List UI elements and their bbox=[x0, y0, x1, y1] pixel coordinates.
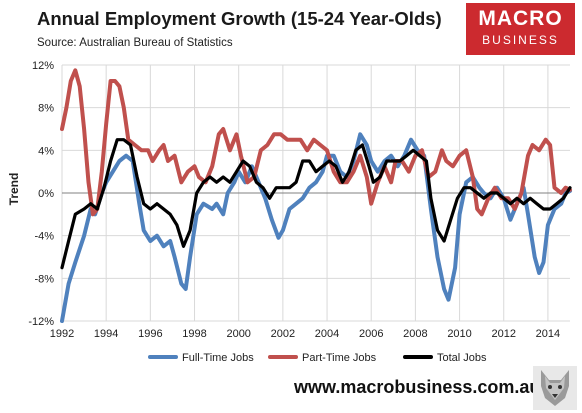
logo-line-2: BUSINESS bbox=[482, 33, 559, 47]
chart-title: Annual Employment Growth (15-24 Year-Old… bbox=[37, 8, 442, 29]
y-tick-label: -4% bbox=[34, 231, 54, 243]
series-line-total-jobs bbox=[60, 138, 572, 270]
x-tick-label: 2012 bbox=[491, 328, 515, 340]
legend-label: Full-Time Jobs bbox=[182, 352, 254, 364]
x-tick-label: 2008 bbox=[403, 328, 427, 340]
x-tick-label: 1994 bbox=[94, 328, 118, 340]
website-url: www.macrobusiness.com.au bbox=[294, 377, 541, 397]
x-tick-label: 2010 bbox=[447, 328, 471, 340]
x-tick-label: 2004 bbox=[315, 328, 339, 340]
y-axis-label: Trend bbox=[7, 172, 21, 206]
y-tick-label: 4% bbox=[38, 145, 54, 157]
macro-business-logo: MACRO BUSINESS bbox=[466, 3, 575, 55]
x-tick-label: 1998 bbox=[182, 328, 206, 340]
legend-label: Total Jobs bbox=[437, 352, 487, 364]
legend-label: Part-Time Jobs bbox=[302, 352, 377, 364]
wolf-icon bbox=[533, 366, 577, 410]
x-tick-label: 2014 bbox=[536, 328, 560, 340]
x-tick-label: 2006 bbox=[359, 328, 383, 340]
x-tick-label: 1992 bbox=[50, 328, 74, 340]
x-tick-label: 2002 bbox=[271, 328, 295, 340]
y-tick-label: 12% bbox=[32, 60, 54, 72]
y-tick-label: 8% bbox=[38, 103, 54, 115]
logo-line-1: MACRO bbox=[478, 7, 563, 30]
x-tick-label: 1996 bbox=[138, 328, 162, 340]
y-tick-label: -8% bbox=[34, 273, 54, 285]
series-line-part-time-jobs bbox=[60, 68, 572, 217]
y-tick-label: -12% bbox=[28, 316, 54, 328]
chart-source: Source: Australian Bureau of Statistics bbox=[37, 37, 233, 49]
y-tick-label: 0% bbox=[38, 188, 54, 200]
x-tick-label: 2000 bbox=[226, 328, 250, 340]
